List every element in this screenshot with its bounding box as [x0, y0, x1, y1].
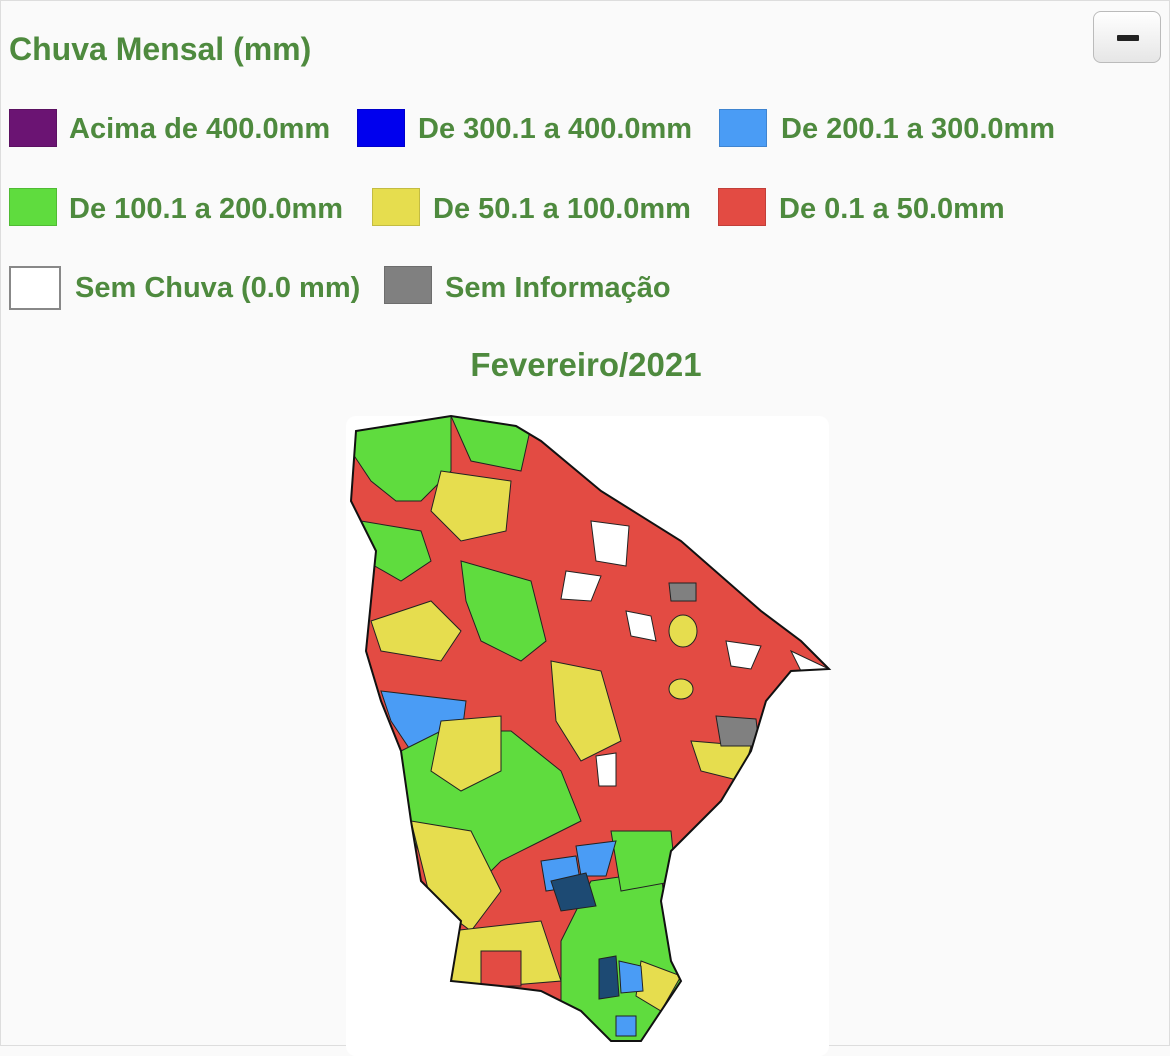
legend-label: De 200.1 a 300.0mm: [781, 113, 1056, 145]
legend-label: Sem Informação: [445, 272, 671, 304]
region: [480, 950, 522, 987]
collapse-button[interactable]: [1093, 11, 1161, 63]
region: [575, 840, 617, 877]
region: [715, 715, 760, 747]
legend-swatch: [9, 109, 57, 147]
legend-swatch: [718, 188, 766, 226]
region: [595, 752, 617, 787]
region: [560, 570, 602, 602]
legend-swatch: [9, 266, 61, 310]
legend-label: De 300.1 a 400.0mm: [418, 113, 693, 145]
region: [460, 560, 547, 662]
region: [725, 640, 762, 670]
legend-label: De 100.1 a 200.0mm: [69, 193, 344, 225]
legend-swatch: [357, 109, 405, 147]
region: [625, 610, 657, 642]
region: [550, 660, 622, 762]
region: [550, 872, 597, 912]
region: [668, 678, 694, 700]
map-title: Fevereiro/2021: [470, 346, 702, 383]
legend-swatch: [719, 109, 767, 147]
region: [370, 600, 462, 662]
region: [430, 715, 502, 792]
municipalities: [351, 416, 829, 1041]
region: [668, 582, 697, 602]
state-outline: [349, 414, 832, 1042]
panel-title: Chuva Mensal (mm): [9, 31, 312, 67]
legend-swatch: [372, 188, 420, 226]
legend-label: Acima de 400.0mm: [69, 113, 331, 145]
legend-label: Sem Chuva (0.0 mm): [75, 272, 361, 304]
legend-label: De 50.1 a 100.0mm: [433, 193, 691, 225]
region: [598, 955, 620, 1000]
minus-icon: [1117, 35, 1139, 41]
legend-swatch: [384, 266, 432, 304]
legend-swatch: [9, 188, 57, 226]
region: [610, 830, 677, 892]
region: [668, 614, 698, 648]
region: [590, 520, 630, 567]
region: [430, 470, 512, 542]
region: [615, 1015, 637, 1037]
region: [618, 960, 644, 994]
legend-label: De 0.1 a 50.0mm: [779, 193, 1005, 225]
